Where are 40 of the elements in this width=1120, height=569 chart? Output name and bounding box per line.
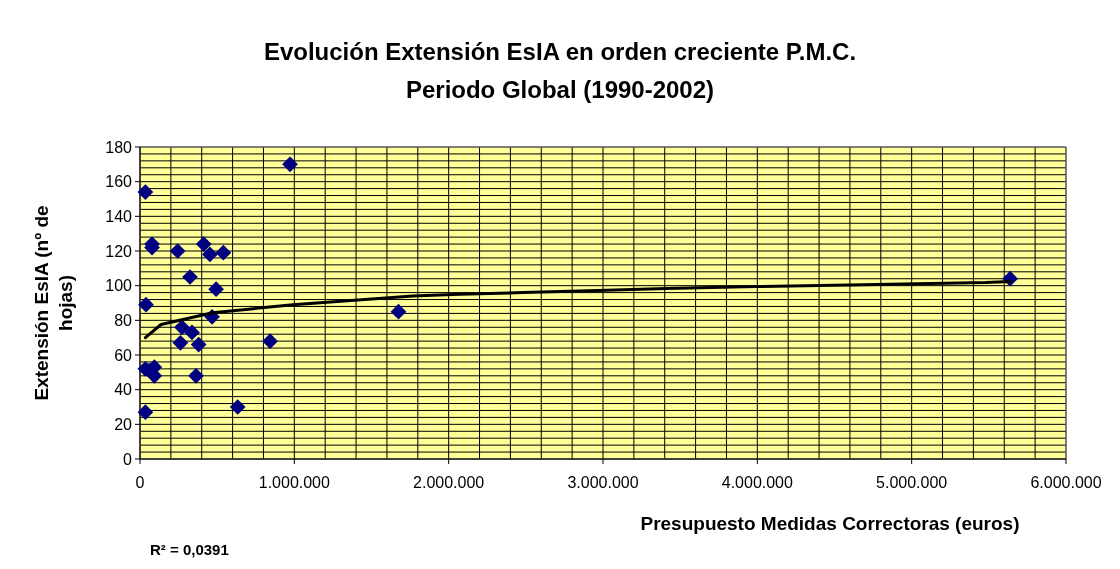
- point: [169, 243, 186, 259]
- x-tick-label: 3.000.000: [567, 474, 639, 491]
- point: [138, 296, 154, 313]
- point: [282, 156, 298, 173]
- point: [174, 319, 190, 336]
- y-tick-label: 40: [114, 381, 133, 399]
- x-axis-title: Presupuesto Medidas Correctoras (euros): [640, 513, 1020, 534]
- y-tick-label: 80: [114, 311, 133, 329]
- point: [215, 244, 232, 261]
- y-tick-label: 20: [114, 415, 133, 433]
- x-tick-label: 2.000.000: [413, 474, 485, 491]
- point: [390, 303, 407, 320]
- y-tick-label: 100: [105, 277, 133, 295]
- x-tick-label: 6.000.000: [1030, 474, 1102, 491]
- point: [184, 324, 200, 341]
- point: [137, 184, 154, 200]
- y-tick-label: 0: [123, 450, 133, 468]
- chart-title: Evolución Extensión EsIA en orden creciente P.M.C.: [263, 38, 857, 65]
- text: R² = 0,0391: [150, 541, 229, 558]
- y-tick-label: 160: [105, 173, 133, 191]
- y-tick-label: 60: [114, 346, 133, 364]
- point: [262, 333, 278, 349]
- point: [190, 336, 207, 353]
- chart-subtitle: Periodo Global (1990-2002): [405, 76, 715, 103]
- x-tick-label: 1.000.000: [258, 474, 331, 491]
- point: [229, 399, 246, 415]
- point: [182, 269, 198, 285]
- y-tick-label: 140: [105, 207, 133, 225]
- point: [202, 246, 218, 263]
- point: [188, 367, 204, 384]
- y-axis-title: Extensión EsIA (nº de hojas): [31, 205, 76, 401]
- x-tick-label: 5.000.000: [876, 474, 948, 491]
- y-tick-label: 180: [105, 138, 133, 156]
- x-tick-label: 0: [135, 474, 145, 491]
- point: [172, 335, 189, 351]
- point: [137, 404, 154, 421]
- y-tick-label: 120: [105, 242, 133, 260]
- point: [208, 281, 224, 297]
- x-tick-label: 4.000.000: [721, 474, 794, 491]
- point: [195, 236, 212, 252]
